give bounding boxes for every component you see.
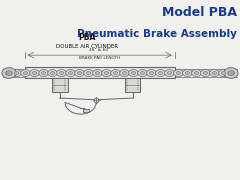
Circle shape <box>12 69 21 77</box>
Circle shape <box>32 71 37 75</box>
Circle shape <box>165 69 174 77</box>
FancyBboxPatch shape <box>125 78 140 92</box>
Circle shape <box>95 71 100 75</box>
Circle shape <box>212 71 216 75</box>
Circle shape <box>147 69 156 77</box>
Circle shape <box>48 69 57 77</box>
Circle shape <box>183 69 192 77</box>
Circle shape <box>210 69 219 77</box>
Circle shape <box>77 71 82 75</box>
Circle shape <box>86 71 91 75</box>
Circle shape <box>6 71 10 75</box>
Circle shape <box>174 69 183 77</box>
Text: BRAKE PAD LENGTH: BRAKE PAD LENGTH <box>79 56 120 60</box>
Circle shape <box>93 69 102 77</box>
Text: 48" & 60": 48" & 60" <box>89 48 110 52</box>
FancyBboxPatch shape <box>24 67 175 78</box>
Circle shape <box>149 71 154 75</box>
Circle shape <box>50 71 55 75</box>
Circle shape <box>192 69 201 77</box>
Circle shape <box>219 69 228 77</box>
Circle shape <box>176 71 181 75</box>
Text: PBA: PBA <box>78 33 95 42</box>
Circle shape <box>131 71 136 75</box>
Circle shape <box>194 71 198 75</box>
Circle shape <box>201 69 210 77</box>
Circle shape <box>3 69 12 77</box>
FancyBboxPatch shape <box>83 109 89 112</box>
Circle shape <box>39 69 48 77</box>
Circle shape <box>24 71 28 75</box>
Circle shape <box>224 68 238 78</box>
Circle shape <box>120 69 129 77</box>
Circle shape <box>68 71 73 75</box>
Circle shape <box>14 71 19 75</box>
Circle shape <box>104 71 109 75</box>
Circle shape <box>66 69 75 77</box>
Text: Model PBA: Model PBA <box>162 6 237 19</box>
Circle shape <box>228 71 234 75</box>
Circle shape <box>111 69 120 77</box>
Circle shape <box>129 69 138 77</box>
Text: Pneumatic Brake Assembly: Pneumatic Brake Assembly <box>77 29 237 39</box>
Circle shape <box>185 71 190 75</box>
Circle shape <box>203 71 208 75</box>
Text: DOUBLE AIR CYLINDER: DOUBLE AIR CYLINDER <box>55 44 118 49</box>
FancyBboxPatch shape <box>52 78 67 92</box>
Circle shape <box>2 68 16 78</box>
Circle shape <box>84 69 93 77</box>
Circle shape <box>6 71 12 75</box>
Circle shape <box>158 71 163 75</box>
Circle shape <box>228 69 237 77</box>
Circle shape <box>167 71 172 75</box>
Circle shape <box>57 69 66 77</box>
Circle shape <box>221 71 226 75</box>
Circle shape <box>122 71 127 75</box>
Circle shape <box>30 69 39 77</box>
Circle shape <box>156 69 165 77</box>
Circle shape <box>230 71 234 75</box>
Circle shape <box>102 69 111 77</box>
Circle shape <box>75 69 84 77</box>
Circle shape <box>59 71 64 75</box>
Circle shape <box>113 71 118 75</box>
Circle shape <box>42 71 46 75</box>
Circle shape <box>21 69 30 77</box>
Circle shape <box>140 71 145 75</box>
Circle shape <box>138 69 147 77</box>
